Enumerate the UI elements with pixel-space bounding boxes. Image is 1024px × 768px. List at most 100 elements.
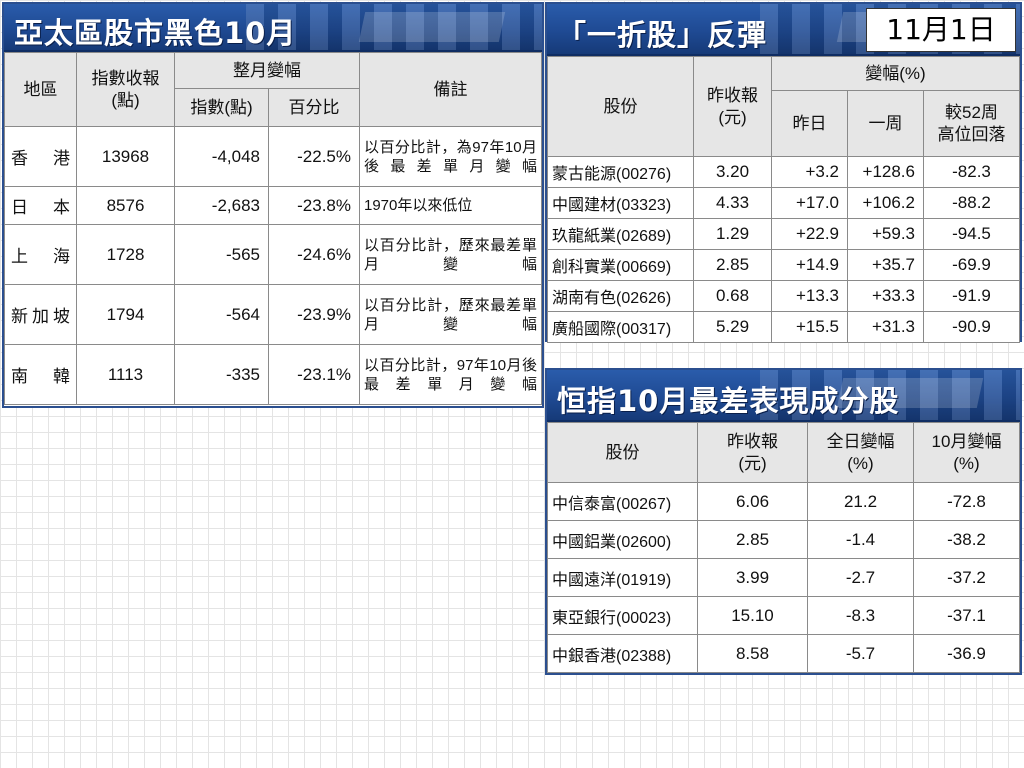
- asia-markets-table: 地區 指數收報 (點) 整月變幅 備註 指數(點) 百分比 香港 13968 -4,…: [4, 52, 542, 405]
- remarks-cell: 以百分比計，為97年10月後最差單月變幅: [359, 126, 542, 187]
- week-change-cell: +33.3: [847, 280, 924, 312]
- region-cell: 南韓: [4, 344, 77, 405]
- yesterday-change-cell: +14.9: [771, 249, 848, 281]
- header-stock: 股份: [547, 56, 694, 157]
- prev-close-cell: 3.99: [697, 558, 808, 597]
- date-label: 11月1日: [866, 8, 1016, 52]
- prev-close-cell: 2.85: [693, 249, 772, 281]
- prev-close-cell: 6.06: [697, 482, 808, 521]
- index-close-cell: 13968: [76, 126, 175, 187]
- region-cell: 日本: [4, 186, 77, 225]
- stock-cell: 中信泰富(00267): [547, 482, 698, 521]
- stock-cell: 玖龍紙業(02689): [547, 218, 694, 250]
- table-row: 新加坡 1794 -564 -23.9% 以百分比計，歷來最差單月變幅: [4, 284, 542, 345]
- stock-cell: 東亞銀行(00023): [547, 596, 698, 635]
- region-cell: 香港: [4, 126, 77, 187]
- asia-markets-panel: 亞太區股市黑色10月 地區 指數收報 (點) 整月變幅 備註 指數(點) 百分比…: [2, 2, 544, 408]
- week-change-cell: +106.2: [847, 187, 924, 219]
- region-cell: 上海: [4, 224, 77, 285]
- prev-close-cell: 2.85: [697, 520, 808, 559]
- header-oct-change: 10月變幅 (%): [913, 422, 1020, 483]
- table-row: 中銀香港(02388) 8.58 -5.7 -36.9: [547, 634, 1020, 673]
- table-row: 上海 1728 -565 -24.6% 以百分比計，歷來最差單月變幅: [4, 224, 542, 285]
- header-points: 指數(點): [174, 88, 269, 127]
- header-remarks: 備註: [359, 52, 542, 127]
- header-yesterday: 昨日: [771, 90, 848, 157]
- from-high-cell: -88.2: [923, 187, 1020, 219]
- oct-change-cell: -36.9: [913, 634, 1020, 673]
- from-high-cell: -91.9: [923, 280, 1020, 312]
- week-change-cell: +59.3: [847, 218, 924, 250]
- table-row: 中國遠洋(01919) 3.99 -2.7 -37.2: [547, 558, 1020, 597]
- stock-cell: 中國遠洋(01919): [547, 558, 698, 597]
- header-percent: 百分比: [268, 88, 360, 127]
- header-day-change: 全日變幅 (%): [807, 422, 914, 483]
- header-index-close: 指數收報 (點): [76, 52, 175, 127]
- region-cell: 新加坡: [4, 284, 77, 345]
- prev-close-cell: 0.68: [693, 280, 772, 312]
- from-high-cell: -90.9: [923, 311, 1020, 343]
- index-close-cell: 1113: [76, 344, 175, 405]
- yesterday-change-cell: +17.0: [771, 187, 848, 219]
- from-high-cell: -82.3: [923, 156, 1020, 188]
- header-prev-close: 昨收報 (元): [697, 422, 808, 483]
- week-change-cell: +128.6: [847, 156, 924, 188]
- remarks-cell: 以百分比計，歷來最差單月變幅: [359, 284, 542, 345]
- stock-cell: 湖南有色(02626): [547, 280, 694, 312]
- yesterday-change-cell: +13.3: [771, 280, 848, 312]
- prev-close-cell: 5.29: [693, 311, 772, 343]
- stock-cell: 中國建材(03323): [547, 187, 694, 219]
- table-row: 廣船國際(00317) 5.29 +15.5 +31.3 -90.9: [547, 311, 1020, 343]
- prev-close-cell: 8.58: [697, 634, 808, 673]
- points-change-cell: -564: [174, 284, 269, 345]
- table-row: 中信泰富(00267) 6.06 21.2 -72.8: [547, 482, 1020, 521]
- stock-cell: 廣船國際(00317): [547, 311, 694, 343]
- day-change-cell: 21.2: [807, 482, 914, 521]
- oct-change-cell: -72.8: [913, 482, 1020, 521]
- remarks-cell: 1970年以來低位: [359, 186, 542, 225]
- penny-stock-table: 股份 昨收報 (元) 變幅(%) 昨日 一周 較52周 高位回落 蒙古能源(00…: [547, 56, 1020, 343]
- header-week: 一周: [847, 90, 924, 157]
- points-change-cell: -4,048: [174, 126, 269, 187]
- header-month-change: 整月變幅: [174, 52, 360, 89]
- points-change-cell: -2,683: [174, 186, 269, 225]
- table-row: 蒙古能源(00276) 3.20 +3.2 +128.6 -82.3: [547, 156, 1020, 188]
- header-region: 地區: [4, 52, 77, 127]
- table-row: 東亞銀行(00023) 15.10 -8.3 -37.1: [547, 596, 1020, 635]
- stock-cell: 中銀香港(02388): [547, 634, 698, 673]
- hsi-worst-banner: 恒指10月最差表現成分股: [547, 370, 1020, 422]
- day-change-cell: -8.3: [807, 596, 914, 635]
- penny-stock-title: 「一折股」反彈: [557, 18, 768, 52]
- header-from-high: 較52周 高位回落: [923, 90, 1020, 157]
- hsi-worst-panel: 恒指10月最差表現成分股 股份 昨收報 (元) 全日變幅 (%) 10月變幅 (…: [545, 368, 1022, 675]
- oct-change-cell: -38.2: [913, 520, 1020, 559]
- yesterday-change-cell: +22.9: [771, 218, 848, 250]
- table-row: 日本 8576 -2,683 -23.8% 1970年以來低位: [4, 186, 542, 225]
- header-stock: 股份: [547, 422, 698, 483]
- table-row: 湖南有色(02626) 0.68 +13.3 +33.3 -91.9: [547, 280, 1020, 312]
- oct-change-cell: -37.1: [913, 596, 1020, 635]
- asia-markets-title: 亞太區股市黑色10月: [14, 16, 297, 50]
- index-close-cell: 1794: [76, 284, 175, 345]
- prev-close-cell: 1.29: [693, 218, 772, 250]
- day-change-cell: -1.4: [807, 520, 914, 559]
- table-row: 創科實業(00669) 2.85 +14.9 +35.7 -69.9: [547, 249, 1020, 281]
- table-row: 香港 13968 -4,048 -22.5% 以百分比計，為97年10月後最差單月變幅: [4, 126, 542, 187]
- percent-change-cell: -24.6%: [268, 224, 360, 285]
- index-close-cell: 1728: [76, 224, 175, 285]
- table-row: 中國建材(03323) 4.33 +17.0 +106.2 -88.2: [547, 187, 1020, 219]
- table-row: 玖龍紙業(02689) 1.29 +22.9 +59.3 -94.5: [547, 218, 1020, 250]
- index-close-cell: 8576: [76, 186, 175, 225]
- penny-stock-panel: 「一折股」反彈 股份 昨收報 (元) 變幅(%) 昨日 一周 較52周 高位回落…: [545, 2, 1022, 343]
- prev-close-cell: 15.10: [697, 596, 808, 635]
- yesterday-change-cell: +3.2: [771, 156, 848, 188]
- hsi-worst-table: 股份 昨收報 (元) 全日變幅 (%) 10月變幅 (%) 中信泰富(00267…: [547, 422, 1020, 673]
- week-change-cell: +31.3: [847, 311, 924, 343]
- hsi-worst-title: 恒指10月最差表現成分股: [557, 384, 900, 418]
- table-row: 中國鋁業(02600) 2.85 -1.4 -38.2: [547, 520, 1020, 559]
- remarks-cell: 以百分比計，歷來最差單月變幅: [359, 224, 542, 285]
- day-change-cell: -5.7: [807, 634, 914, 673]
- points-change-cell: -565: [174, 224, 269, 285]
- remarks-cell: 以百分比計，97年10月後最差單月變幅: [359, 344, 542, 405]
- points-change-cell: -335: [174, 344, 269, 405]
